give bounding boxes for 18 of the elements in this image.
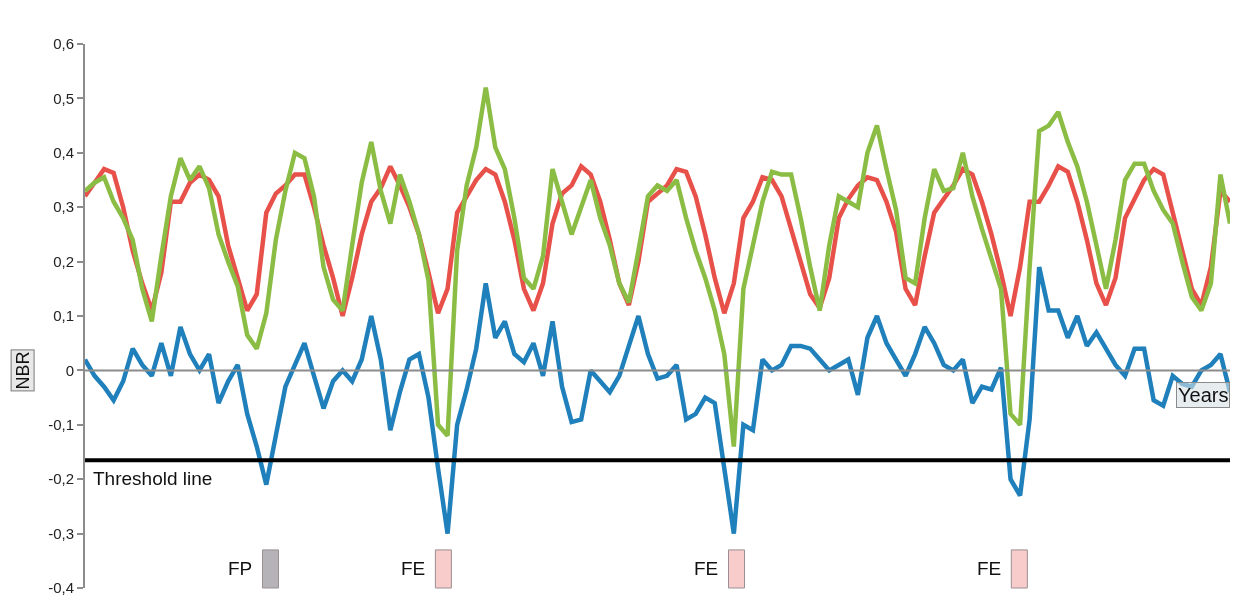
y-axis-title: NBR [12,351,33,390]
y-tick-label: 0,5 [53,89,74,107]
y-tick-label: 0,3 [53,198,74,216]
y-tick-label: -0,1 [48,416,74,434]
y-tick-label: 0,6 [53,35,74,53]
ref-line-label: Threshold line [93,468,213,489]
annotation: FE [977,558,1002,579]
y-tick-label: -0,3 [48,524,74,542]
annotation: FE [401,558,426,579]
annotation: FE [694,558,719,579]
x-axis-title: Years [1178,384,1229,406]
y-tick-label: 0,2 [53,252,74,270]
y-tick-label: -0,2 [48,470,74,488]
y-tick-label: 0,4 [53,144,74,162]
y-tick-label: 0 [65,361,74,379]
y-tick-label: -0,4 [48,579,74,597]
annotation: FP [228,558,253,579]
y-tick-label: 0,1 [53,307,74,325]
